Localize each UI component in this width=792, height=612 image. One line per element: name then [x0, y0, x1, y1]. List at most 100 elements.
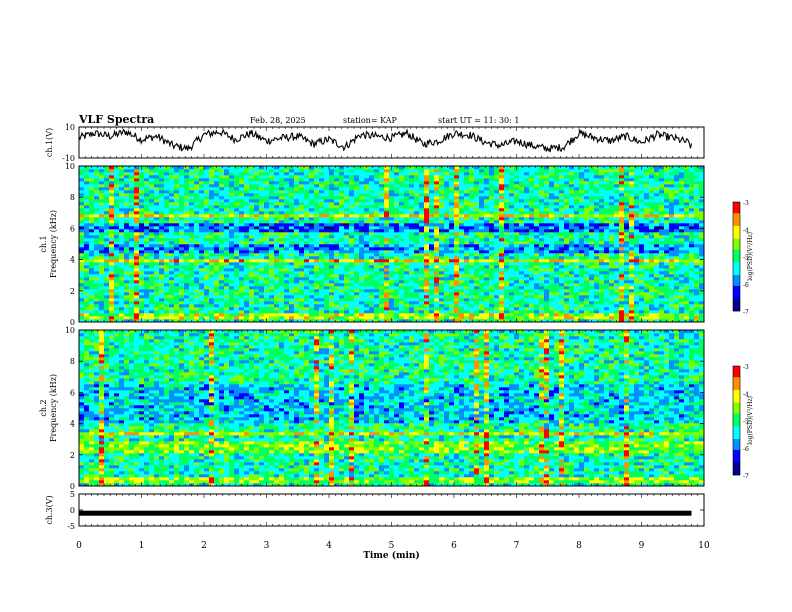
spectrogram-cell	[379, 247, 385, 251]
spectrogram-cell	[339, 208, 345, 212]
spectrogram-cell	[259, 193, 265, 197]
spectrogram-cell	[484, 250, 490, 254]
spectrogram-cell	[359, 244, 365, 248]
spectrogram-cell	[489, 181, 495, 185]
spectrogram-cell	[444, 256, 450, 260]
spectrogram-cell	[159, 199, 165, 203]
spectrogram-cell	[214, 244, 220, 248]
spectrogram-cell	[134, 241, 140, 245]
spectrogram-cell	[464, 283, 470, 287]
spectrogram-cell	[104, 241, 110, 245]
spectrogram-cell	[354, 256, 360, 260]
spectrogram-cell	[284, 196, 290, 200]
spectrogram-cell	[404, 268, 410, 272]
spectrogram-cell	[234, 307, 240, 311]
spectrogram-cell	[164, 253, 170, 257]
spectrogram-cell	[484, 265, 490, 269]
spectrogram-cell	[379, 235, 385, 239]
spectrogram-cell	[249, 226, 255, 230]
spectrogram-cell	[509, 217, 515, 221]
spectrogram-cell	[154, 277, 160, 281]
spectrogram-cell	[84, 208, 90, 212]
spectrogram-cell	[274, 301, 280, 305]
spectrogram-cell	[109, 265, 115, 269]
spectrogram-cell	[249, 214, 255, 218]
spectrogram-cell	[519, 253, 525, 257]
spectrogram-cell	[129, 283, 135, 287]
spectrogram-cell	[114, 193, 120, 197]
spectrogram-cell	[489, 241, 495, 245]
spectrogram-cell	[284, 250, 290, 254]
spectrogram-cell	[144, 208, 150, 212]
spectrogram-cell	[319, 205, 325, 209]
spectrogram-cell	[279, 307, 285, 311]
spectrogram-cell	[309, 205, 315, 209]
spectrogram-cell	[499, 172, 505, 176]
spectrogram-cell	[314, 220, 320, 224]
spectrogram-cell	[414, 226, 420, 230]
spectrogram-cell	[254, 235, 260, 239]
spectrogram-cell	[214, 181, 220, 185]
spectrogram-cell	[239, 244, 245, 248]
spectrogram-cell	[94, 265, 100, 269]
spectrogram-cell	[429, 292, 435, 296]
spectrogram-cell	[294, 265, 300, 269]
spectrogram-cell	[99, 298, 105, 302]
spectrogram-cell	[104, 253, 110, 257]
spectrogram-cell	[309, 199, 315, 203]
spectrogram-cell	[489, 172, 495, 176]
spectrogram-cell	[284, 220, 290, 224]
spectrogram-cell	[94, 172, 100, 176]
spectrogram-cell	[489, 199, 495, 203]
spectrogram-cell	[254, 175, 260, 179]
spectrogram-cell	[134, 295, 140, 299]
spectrogram-cell	[109, 292, 115, 296]
spectrogram-cell	[164, 172, 170, 176]
spectrogram-cell	[174, 271, 180, 275]
spectrogram-cell	[114, 298, 120, 302]
spectrogram-cell	[364, 289, 370, 293]
spectrogram-cell	[254, 286, 260, 290]
spectrogram-cell	[384, 184, 390, 188]
spectrogram-cell	[194, 196, 200, 200]
spectrogram-cell	[469, 175, 475, 179]
spectrogram-cell	[159, 217, 165, 221]
spectrogram-cell	[424, 313, 430, 317]
spectrogram-cell	[404, 256, 410, 260]
spectrogram-cell	[454, 166, 460, 170]
spectrogram-cell	[249, 313, 255, 317]
spectrogram-cell	[184, 286, 190, 290]
spectrogram-cell	[294, 295, 300, 299]
spectrogram-cell	[114, 253, 120, 257]
spectrogram-cell	[334, 175, 340, 179]
spectrogram-cell	[214, 304, 220, 308]
spectrogram-cell	[459, 283, 465, 287]
spectrogram-cell	[199, 229, 205, 233]
spectrogram-cell	[164, 202, 170, 206]
spectrogram-cell	[79, 193, 85, 197]
spectrogram-cell	[504, 211, 510, 215]
spectrogram-cell	[119, 172, 125, 176]
spectrogram-cell	[269, 277, 275, 281]
spectrogram-cell	[324, 244, 330, 248]
spectrogram-cell	[479, 223, 485, 227]
spectrogram-cell	[104, 298, 110, 302]
spectrogram-cell	[164, 298, 170, 302]
spectrogram-cell	[314, 187, 320, 191]
spectrogram-cell	[194, 301, 200, 305]
spectrogram-cell	[329, 268, 335, 272]
spectrogram-cell	[124, 178, 130, 182]
spectrogram-cell	[304, 238, 310, 242]
spectrogram-cell	[379, 301, 385, 305]
spectrogram-cell	[534, 292, 540, 296]
figure-title: VLF Spectra	[79, 113, 155, 126]
spectrogram-cell	[429, 295, 435, 299]
spectrogram-cell	[259, 247, 265, 251]
spectrogram-cell	[174, 310, 180, 314]
spectrogram-cell	[149, 319, 155, 323]
spectrogram-cell	[474, 181, 480, 185]
spectrogram-cell	[99, 289, 105, 293]
spectrogram-cell	[484, 268, 490, 272]
spectrogram-cell	[459, 259, 465, 263]
spectrogram-cell	[309, 295, 315, 299]
